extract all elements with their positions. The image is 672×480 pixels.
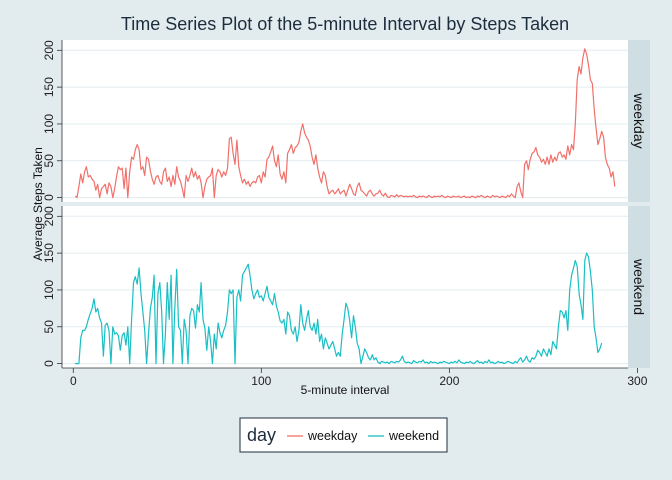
legend-box bbox=[239, 417, 448, 453]
x-axis-label: 5-minute interval bbox=[301, 383, 390, 397]
y-tick-label: 150 bbox=[42, 77, 56, 97]
y-tick-label: 50 bbox=[42, 320, 56, 334]
series-line-weekend bbox=[75, 252, 603, 365]
legend: day weekday weekend bbox=[239, 417, 448, 453]
x-tick-label: 200 bbox=[439, 374, 459, 388]
legend-label-weekend: weekend bbox=[388, 429, 439, 443]
y-tick-label: 100 bbox=[42, 280, 56, 300]
y-tick-label: 0 bbox=[42, 360, 56, 367]
y-tick-label: 200 bbox=[42, 40, 56, 60]
legend-label-weekday: weekday bbox=[307, 429, 358, 443]
x-tick-label: 300 bbox=[627, 374, 647, 388]
panel-weekend: weekend 0 50 100 150 200 bbox=[42, 206, 650, 368]
strip-background bbox=[628, 206, 650, 368]
grid-lines bbox=[62, 49, 628, 199]
y-tick-label: 100 bbox=[42, 114, 56, 134]
grid-lines bbox=[62, 215, 628, 365]
chart-title: Time Series Plot of the 5-minute Interva… bbox=[121, 14, 569, 34]
legend-title: day bbox=[247, 425, 276, 445]
panel-weekday: weekday 0 50 100 150 200 bbox=[42, 40, 650, 202]
series-weekend-marks bbox=[75, 252, 603, 365]
strip-label-weekday: weekday bbox=[631, 92, 647, 148]
x-tick-label: 0 bbox=[70, 374, 77, 388]
y-tick-label: 150 bbox=[42, 243, 56, 263]
plot-background bbox=[62, 206, 628, 368]
x-axis: 0 100 200 300 bbox=[62, 367, 648, 388]
y-axis-weekend: 0 50 100 150 200 bbox=[42, 206, 63, 368]
y-axis-label: Average Steps Taken bbox=[31, 147, 45, 261]
plot-background bbox=[62, 40, 628, 202]
y-tick-label: 0 bbox=[42, 194, 56, 201]
y-axis-weekday: 0 50 100 150 200 bbox=[42, 40, 63, 202]
x-tick-label: 100 bbox=[251, 374, 271, 388]
y-tick-label: 50 bbox=[42, 154, 56, 168]
series-line-weekday bbox=[74, 48, 616, 199]
strip-background bbox=[628, 40, 650, 202]
series-weekday-marks bbox=[74, 48, 616, 199]
y-tick-label: 200 bbox=[42, 206, 56, 226]
strip-label-weekend: weekend bbox=[631, 258, 647, 315]
